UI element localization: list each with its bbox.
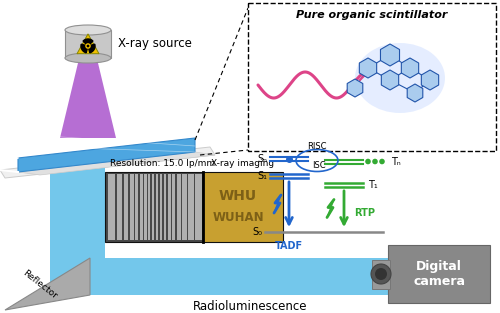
Circle shape xyxy=(375,268,387,280)
Text: Sₙ: Sₙ xyxy=(257,154,267,164)
Polygon shape xyxy=(88,44,95,53)
Bar xyxy=(156,174,158,240)
Ellipse shape xyxy=(355,43,445,113)
Polygon shape xyxy=(77,34,99,54)
Text: RISC: RISC xyxy=(307,142,327,151)
Bar xyxy=(168,174,170,240)
Bar xyxy=(135,174,138,240)
Text: Radioluminescence: Radioluminescence xyxy=(193,300,307,313)
Polygon shape xyxy=(83,39,93,46)
Bar xyxy=(388,245,490,303)
Bar xyxy=(124,174,128,240)
Bar xyxy=(130,174,134,240)
Bar xyxy=(160,174,162,240)
Circle shape xyxy=(372,159,378,164)
Bar xyxy=(105,172,203,242)
Polygon shape xyxy=(360,58,376,78)
Text: TADF: TADF xyxy=(275,241,303,251)
Bar xyxy=(203,172,283,242)
Circle shape xyxy=(365,159,371,164)
Text: Tₙ: Tₙ xyxy=(391,157,401,167)
Bar xyxy=(148,174,150,240)
Ellipse shape xyxy=(65,25,111,35)
Text: X-ray source: X-ray source xyxy=(118,38,192,50)
Polygon shape xyxy=(402,58,418,78)
Text: Reflector: Reflector xyxy=(21,269,59,301)
Bar xyxy=(117,174,122,240)
Polygon shape xyxy=(60,63,116,138)
Bar xyxy=(164,174,166,240)
Bar xyxy=(50,258,420,295)
Text: Pure organic scintillator: Pure organic scintillator xyxy=(296,10,448,20)
Bar xyxy=(50,168,105,258)
Bar xyxy=(182,174,187,240)
Polygon shape xyxy=(274,195,281,213)
Bar xyxy=(177,174,180,240)
Bar xyxy=(188,174,194,240)
Text: ISC: ISC xyxy=(312,161,326,170)
Text: RTP: RTP xyxy=(354,208,375,218)
Text: WUHAN: WUHAN xyxy=(212,211,264,224)
Polygon shape xyxy=(327,199,334,218)
Polygon shape xyxy=(347,79,363,97)
Polygon shape xyxy=(5,258,90,310)
Text: T₁: T₁ xyxy=(368,180,378,190)
Polygon shape xyxy=(0,147,215,178)
Circle shape xyxy=(85,43,91,49)
Bar xyxy=(172,174,175,240)
Circle shape xyxy=(86,44,90,47)
Text: X-ray imaging: X-ray imaging xyxy=(212,159,274,168)
Text: Resolution: 15.0 lp/mm: Resolution: 15.0 lp/mm xyxy=(110,159,215,168)
Polygon shape xyxy=(18,152,215,175)
Bar xyxy=(65,30,111,58)
Circle shape xyxy=(371,264,391,284)
Ellipse shape xyxy=(65,53,111,63)
Bar xyxy=(152,174,154,240)
Bar xyxy=(195,174,202,240)
Polygon shape xyxy=(380,44,400,66)
Text: WHU: WHU xyxy=(219,189,257,203)
Polygon shape xyxy=(407,84,423,102)
Bar xyxy=(144,174,146,240)
Bar xyxy=(140,174,142,240)
Circle shape xyxy=(379,159,385,164)
Polygon shape xyxy=(18,138,195,172)
Polygon shape xyxy=(422,70,438,90)
Text: S₁: S₁ xyxy=(257,171,267,181)
Polygon shape xyxy=(81,44,88,53)
Bar xyxy=(108,174,115,240)
Text: S₀: S₀ xyxy=(252,227,262,237)
Text: Digital
camera: Digital camera xyxy=(413,260,465,288)
Bar xyxy=(372,259,390,289)
Polygon shape xyxy=(382,70,398,90)
Bar xyxy=(248,3,496,151)
